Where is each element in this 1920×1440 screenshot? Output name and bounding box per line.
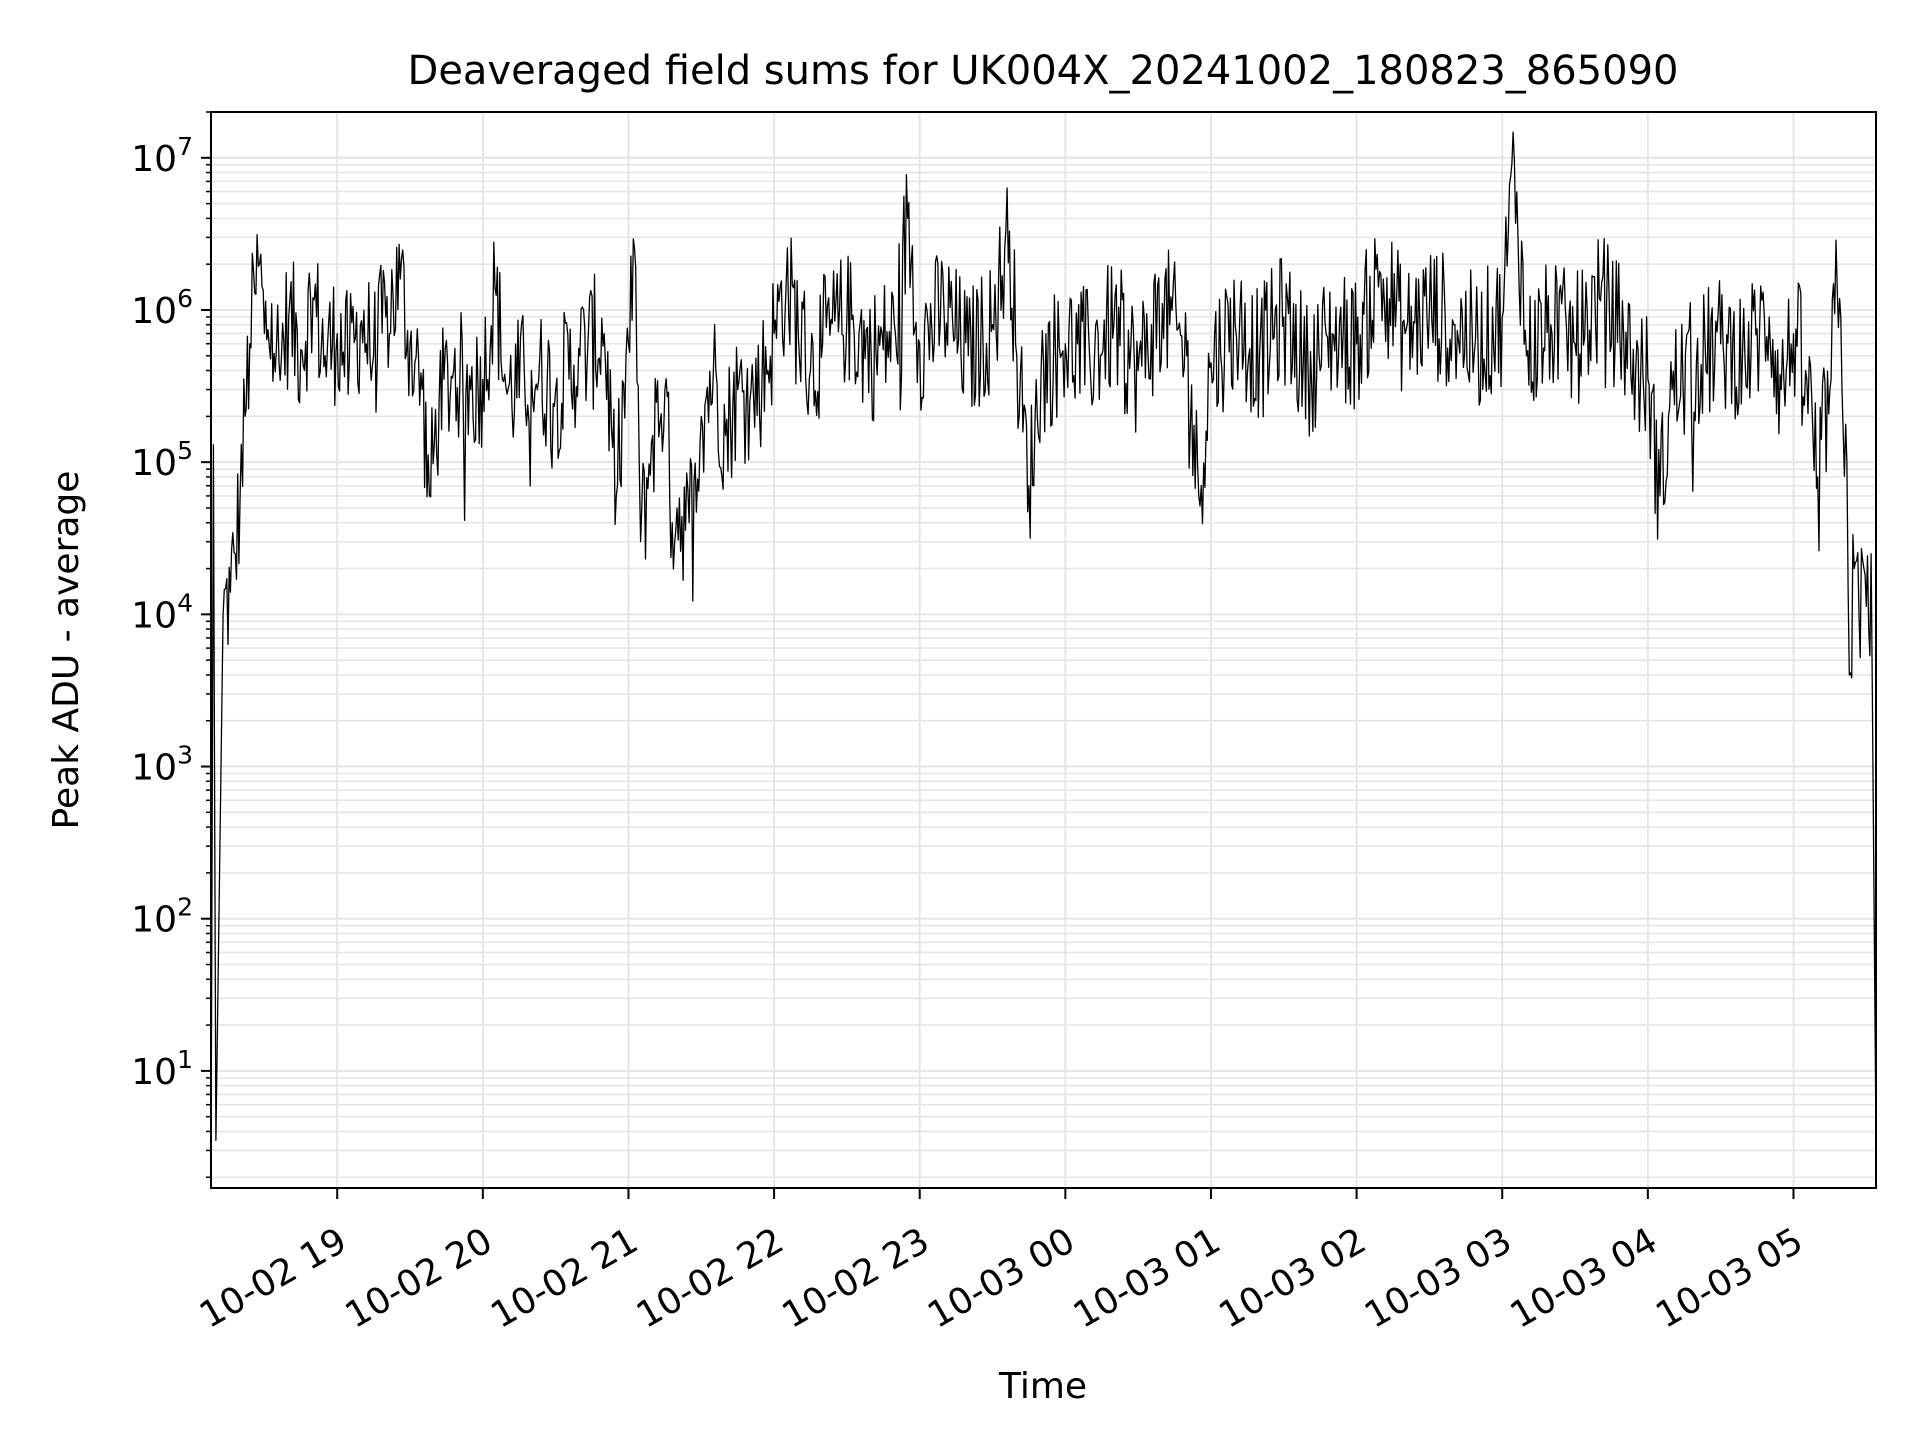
y-tick-label: 102: [131, 893, 193, 941]
y-tick-label-base: 10: [131, 900, 177, 941]
y-tick-label: 106: [131, 284, 193, 332]
y-tick-label-base: 10: [131, 748, 177, 789]
y-tick-label-exponent: 4: [177, 588, 193, 617]
y-tick-label: 107: [131, 132, 193, 180]
y-tick-label: 104: [131, 588, 193, 636]
y-tick-label-exponent: 1: [177, 1045, 193, 1074]
y-tick-label-exponent: 2: [177, 893, 193, 922]
y-tick-label-exponent: 7: [177, 132, 193, 161]
y-tick-label-base: 10: [131, 139, 177, 180]
y-tick-label-base: 10: [131, 443, 177, 484]
y-tick-label-base: 10: [131, 595, 177, 636]
y-tick-label: 103: [131, 741, 193, 789]
series-line-0: [210, 131, 1877, 1185]
y-tick-label: 101: [131, 1045, 193, 1093]
y-tick-label-exponent: 3: [177, 741, 193, 770]
plot-frame: [210, 111, 1877, 1189]
grid: [211, 111, 1876, 1188]
plot-area: [210, 131, 1877, 1185]
x-axis-label: Time: [998, 1366, 1087, 1407]
y-tick-label: 105: [131, 436, 193, 484]
y-tick-label-exponent: 6: [177, 284, 193, 313]
y-tick-label-exponent: 5: [177, 436, 193, 465]
y-tick-label-base: 10: [131, 291, 177, 332]
y-axis-label: Peak ADU - average: [46, 471, 87, 830]
y-tick-label-base: 10: [131, 1052, 177, 1093]
chart-title: Deaveraged field sums for UK004X_2024100…: [408, 48, 1679, 94]
